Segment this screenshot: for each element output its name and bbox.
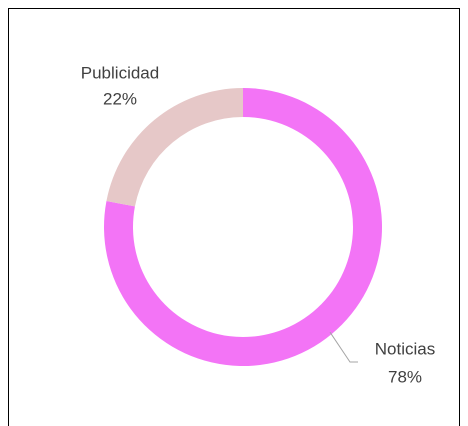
slice-label: Publicidad bbox=[81, 63, 159, 82]
slice-label: Noticias bbox=[375, 339, 435, 358]
chart-frame bbox=[8, 8, 460, 426]
slice-value-label: 78% bbox=[388, 367, 422, 386]
leader-line bbox=[329, 331, 358, 363]
slice-value-label: 22% bbox=[103, 89, 137, 108]
slice bbox=[106, 88, 244, 207]
